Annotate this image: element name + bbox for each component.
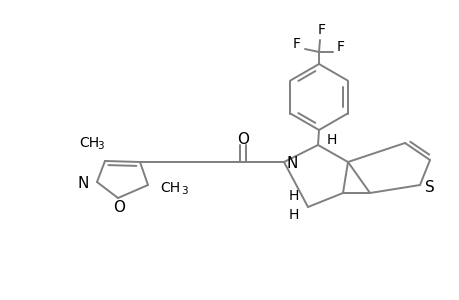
Text: O: O bbox=[236, 131, 248, 146]
Text: 3: 3 bbox=[180, 186, 187, 196]
Text: O: O bbox=[113, 200, 125, 215]
Text: H: H bbox=[288, 208, 298, 222]
Text: N: N bbox=[78, 176, 89, 191]
Text: H: H bbox=[288, 189, 298, 203]
Text: CH: CH bbox=[79, 136, 99, 150]
Text: S: S bbox=[424, 179, 434, 194]
Text: CH: CH bbox=[160, 181, 179, 195]
Text: H: H bbox=[326, 133, 336, 147]
Text: 3: 3 bbox=[96, 141, 103, 151]
Text: F: F bbox=[292, 37, 300, 51]
Text: N: N bbox=[286, 155, 298, 170]
Text: F: F bbox=[336, 40, 344, 54]
Text: F: F bbox=[317, 23, 325, 37]
